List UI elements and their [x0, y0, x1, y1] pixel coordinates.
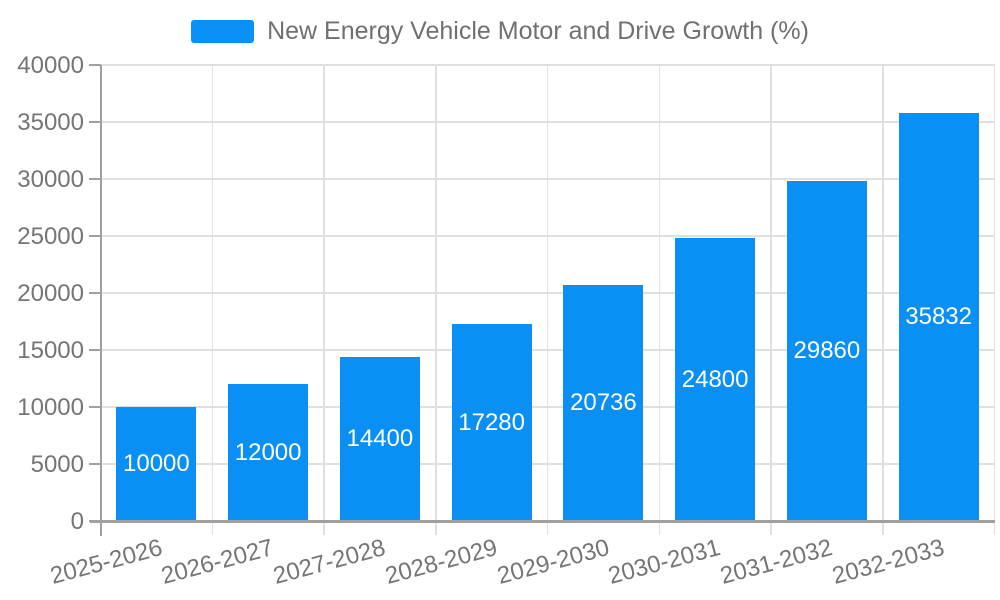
y-axis-tick — [89, 64, 101, 66]
bar-value-label: 35832 — [905, 302, 972, 330]
gridline-v — [770, 65, 772, 535]
x-axis-tick-label: 2031-2032 — [717, 534, 836, 590]
bar-value-label: 14400 — [346, 424, 414, 452]
plot-area: 10000 12000 14400 17280 20736 24800 29860 35832 — [100, 64, 996, 535]
legend-swatch — [191, 20, 255, 43]
x-axis-tick-label: 2027-2028 — [270, 534, 389, 590]
bar[interactable] — [898, 112, 979, 521]
y-axis-tick — [89, 406, 101, 408]
legend-item[interactable]: New Energy Vehicle Motor and Drive Growt… — [191, 18, 809, 45]
legend: New Energy Vehicle Motor and Drive Growt… — [0, 18, 1000, 45]
y-axis-tick — [89, 349, 101, 351]
y-axis-tick-label: 40000 — [17, 51, 84, 79]
gridline-v — [658, 65, 660, 535]
y-axis-tick-label: 25000 — [17, 222, 84, 250]
x-axis-line — [90, 519, 995, 523]
bar[interactable] — [339, 356, 420, 521]
y-axis-tick-label: 15000 — [17, 336, 84, 364]
bar-value-label: 24800 — [681, 365, 749, 393]
y-axis-tick — [89, 463, 101, 465]
y-axis-tick — [89, 235, 101, 237]
gridline-v — [323, 65, 325, 535]
x-axis-tick-label: 2028-2029 — [382, 534, 501, 590]
bar-value-label: 10000 — [123, 450, 190, 477]
bar-value-label: 12000 — [234, 438, 302, 466]
bar-value-label: 17280 — [458, 408, 525, 436]
y-axis-tick-label: 10000 — [17, 393, 84, 421]
bar[interactable] — [228, 384, 309, 521]
y-axis-tick — [89, 292, 101, 294]
bar-value-label: 20736 — [570, 388, 637, 416]
x-axis-tick-label: 2025-2026 — [46, 534, 165, 590]
bar[interactable] — [675, 238, 756, 521]
bar[interactable] — [451, 324, 532, 521]
gridline-v — [993, 65, 996, 535]
gridline-v — [882, 65, 884, 535]
bar-value-label: 29860 — [793, 336, 861, 364]
x-axis-tick-label: 2032-2033 — [829, 534, 948, 590]
gridline-v — [435, 65, 437, 535]
gridline-v — [211, 65, 213, 535]
x-axis-tick-label: 2029-2030 — [493, 534, 612, 590]
y-axis-tick-label: 0 — [70, 507, 84, 535]
gridline-v — [546, 65, 549, 535]
bar[interactable] — [116, 407, 197, 521]
y-axis-tick-label: 35000 — [17, 108, 84, 136]
y-axis-tick-label: 5000 — [30, 450, 84, 478]
bar[interactable] — [563, 284, 644, 521]
y-axis-line — [99, 65, 102, 536]
bar[interactable] — [786, 180, 867, 521]
y-axis-tick — [89, 520, 101, 522]
legend-label: New Energy Vehicle Motor and Drive Growt… — [267, 17, 809, 45]
y-axis-tick-label: 20000 — [17, 279, 84, 307]
x-axis-tick-label: 2026-2027 — [158, 534, 277, 590]
y-axis-tick — [89, 121, 101, 123]
y-axis-tick — [89, 178, 101, 180]
y-axis-tick-label: 30000 — [17, 165, 84, 193]
x-axis-tick-label: 2030-2031 — [605, 534, 724, 590]
